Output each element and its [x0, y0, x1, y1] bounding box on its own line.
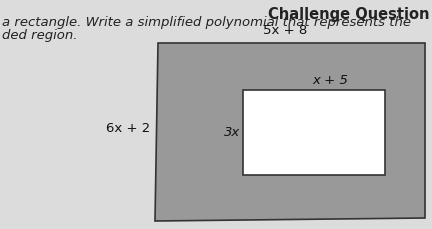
- Text: ded region.: ded region.: [2, 29, 77, 42]
- Text: Challenge Question: Challenge Question: [269, 7, 430, 22]
- Bar: [243, 90, 385, 175]
- Text: a rectangle. Write a simplified polynomial that represents the: a rectangle. Write a simplified polynomi…: [2, 16, 411, 29]
- Text: 3x: 3x: [224, 126, 240, 139]
- Text: x + 5: x + 5: [312, 74, 348, 87]
- Text: 5x + 8: 5x + 8: [263, 24, 307, 37]
- Text: 6x + 2: 6x + 2: [106, 123, 150, 136]
- Polygon shape: [155, 43, 425, 221]
